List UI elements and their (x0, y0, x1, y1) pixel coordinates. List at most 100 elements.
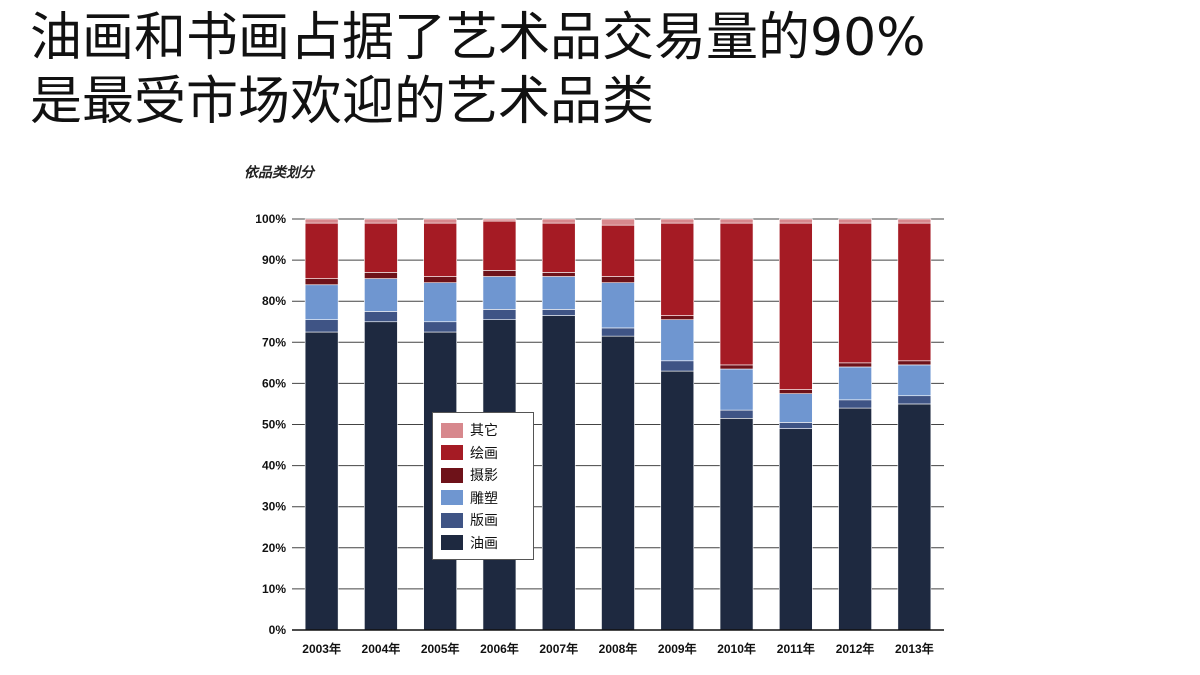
bar-segment (660, 218, 695, 224)
bar-segment (541, 309, 576, 316)
bar-segment (304, 319, 339, 333)
bar-segment (719, 368, 754, 411)
bar-segment (364, 222, 398, 273)
legend-swatch (441, 512, 463, 528)
bar-segment (364, 321, 398, 631)
x-tick-label: 2008年 (599, 641, 638, 656)
bar-segment (838, 399, 872, 409)
bar-segment (660, 222, 695, 316)
bar-segment (541, 222, 576, 273)
y-tick-label: 40% (262, 459, 286, 473)
y-tick-label: 50% (262, 418, 286, 432)
bar-segment (304, 218, 339, 224)
y-tick-label: 20% (262, 541, 286, 555)
bar-segment (897, 222, 932, 362)
bar-segment (779, 222, 813, 390)
y-tick-label: 80% (262, 294, 286, 308)
bar-segment (482, 276, 517, 310)
bar-segment (719, 418, 754, 631)
bar-segment (364, 311, 398, 323)
bar-segment (541, 315, 576, 631)
bar-segment (897, 360, 932, 366)
legend-item: 油画 (441, 532, 533, 555)
y-tick-label: 10% (262, 582, 286, 596)
y-tick-label: 0% (269, 623, 287, 637)
bar-segment (838, 362, 872, 368)
headline-line-2: 是最受市场欢迎的艺术品类 (30, 72, 655, 132)
bar-segment (601, 224, 635, 277)
bar-segment (541, 276, 576, 310)
bar-segment (779, 422, 813, 429)
bar-segment (482, 218, 517, 222)
chart-title: 依品类划分 (244, 165, 314, 181)
bar-segment (779, 389, 813, 394)
bar-segment (601, 218, 635, 226)
x-tick-label: 2005年 (421, 641, 460, 656)
legend-label: 雕塑 (470, 490, 498, 507)
bar-segment (423, 222, 457, 277)
legend-label: 油画 (470, 535, 498, 552)
bar-segment (779, 393, 813, 423)
y-tick-label: 70% (262, 335, 286, 349)
x-tick-label: 2010年 (717, 641, 756, 656)
legend-label: 版画 (470, 513, 498, 530)
legend-swatch (441, 535, 463, 551)
bar-segment (660, 370, 695, 631)
legend-item: 雕塑 (441, 487, 533, 510)
bar-segment (304, 331, 339, 631)
bar-segment (779, 218, 813, 224)
bar-segment (838, 222, 872, 364)
y-tick-label: 90% (262, 253, 286, 267)
bar-segment (719, 218, 754, 224)
chart-legend: 其它绘画摄影雕塑版画油画 (432, 412, 534, 560)
legend-item: 其它 (441, 419, 533, 442)
headline-line-1: 油画和书画占据了艺术品交易量的90% (30, 8, 926, 68)
y-tick-label: 100% (255, 212, 286, 226)
bar-segment (838, 218, 872, 224)
bar-segment (601, 282, 635, 329)
legend-swatch (441, 490, 463, 506)
bar-segment (897, 218, 932, 224)
bar-segment (719, 409, 754, 419)
y-tick-label: 30% (262, 500, 286, 514)
legend-label: 其它 (470, 423, 498, 440)
x-tick-label: 2003年 (302, 641, 341, 656)
bar-segment (364, 278, 398, 312)
x-tick-label: 2004年 (362, 641, 401, 656)
bar-segment (423, 218, 457, 224)
bar-segment (660, 319, 695, 362)
bar-segment (838, 366, 872, 401)
bar-segment (719, 222, 754, 366)
bar-segment (482, 270, 517, 277)
bar-segment (423, 276, 457, 284)
legend-swatch (441, 467, 463, 483)
x-tick-label: 2006年 (480, 641, 519, 656)
bar-segment (838, 407, 872, 631)
bar-segment (601, 276, 635, 284)
bar-segment (541, 218, 576, 224)
headline: 油画和书画占据了艺术品交易量的90% 是最受市场欢迎的艺术品类 (30, 6, 1190, 134)
legend-label: 摄影 (470, 468, 498, 485)
legend-swatch (441, 445, 463, 461)
bar-segment (364, 218, 398, 224)
x-tick-label: 2011年 (777, 641, 815, 656)
bar-segment (482, 309, 517, 320)
bar-segment (423, 282, 457, 323)
legend-label: 绘画 (470, 445, 498, 462)
legend-item: 绘画 (441, 442, 533, 465)
bar-segment (423, 321, 457, 333)
bar-segment (304, 222, 339, 279)
x-tick-label: 2013年 (895, 641, 934, 656)
bar-segment (719, 364, 754, 370)
legend-item: 摄影 (441, 464, 533, 487)
bar-segment (660, 360, 695, 372)
legend-item: 版画 (441, 509, 533, 532)
bar-segment (601, 335, 635, 631)
bar-segment (482, 220, 517, 271)
bar-segment (304, 284, 339, 320)
legend-swatch (441, 422, 463, 438)
bar-segment (601, 327, 635, 337)
bar-segment (304, 278, 339, 286)
bar-segment (779, 428, 813, 631)
